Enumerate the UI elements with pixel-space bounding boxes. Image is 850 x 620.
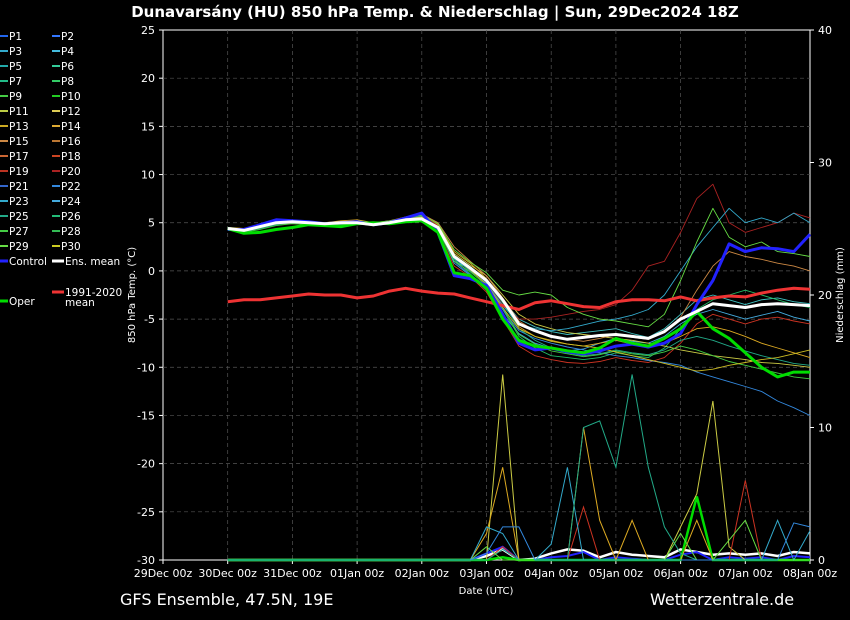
- legend-label-clim-2: mean: [65, 297, 95, 309]
- y2-tick-label: 10: [818, 422, 832, 435]
- legend-label: P14: [61, 121, 81, 133]
- legend-label: P23: [9, 196, 29, 208]
- x-tick-label: 06Jan 00z: [653, 567, 707, 580]
- legend-label: P7: [9, 76, 22, 88]
- footer-site: Wetterzentrale.de: [650, 590, 794, 609]
- y2-tick-label: 40: [818, 24, 832, 37]
- y-tick-label: 5: [148, 217, 155, 230]
- legend-label-clim: 1991-2020: [65, 287, 122, 299]
- y-tick-label: -10: [137, 361, 155, 374]
- legend-label: P8: [61, 76, 74, 88]
- y-tick-label: 0: [148, 265, 155, 278]
- y-tick-label: -5: [144, 313, 155, 326]
- precip-line: [227, 496, 810, 562]
- y-tick-label: -20: [137, 458, 155, 471]
- y-tick-label: 25: [141, 24, 155, 37]
- precipitation-series: [227, 374, 811, 562]
- y-tick-label: 15: [141, 120, 155, 133]
- legend-label: P16: [61, 136, 81, 148]
- legend-label: P15: [9, 136, 29, 148]
- x-tick-label: 02Jan 00z: [395, 567, 449, 580]
- legend-label: P28: [61, 226, 81, 238]
- y2-tick-label: 20: [818, 289, 832, 302]
- y2-tick-label: 0: [818, 554, 825, 567]
- x-axis-ticks: 29Dec 00z 30Dec 00z 31Dec 00z 01Jan 00z 02Ja…: [134, 560, 837, 580]
- x-tick-label: 03Jan 00z: [459, 567, 513, 580]
- legend-label: P11: [9, 106, 29, 118]
- legend-label: P4: [61, 46, 74, 58]
- y-tick-label: 10: [141, 169, 155, 182]
- legend-label-oper: Oper: [9, 296, 35, 308]
- temp-line-member: [227, 218, 811, 380]
- legend-label: P2: [61, 31, 74, 43]
- legend-label: P12: [61, 106, 81, 118]
- temp-line-control: [227, 211, 812, 356]
- precip-line: [227, 467, 811, 562]
- legend-label: P9: [9, 91, 22, 103]
- y2-axis-ticks: 40 30 20 10 0: [810, 24, 832, 567]
- legend-label: P18: [61, 151, 81, 163]
- y-tick-label: -15: [137, 409, 155, 422]
- legend-label: P17: [9, 151, 29, 163]
- x-tick-label: 04Jan 00z: [524, 567, 578, 580]
- x-tick-label: 05Jan 00z: [589, 567, 643, 580]
- legend-label: P10: [61, 91, 81, 103]
- temp-line-member: [227, 219, 811, 338]
- x-tick-label: 31Dec 00z: [263, 567, 322, 580]
- temp-line-member: [227, 217, 811, 416]
- x-tick-label: 08Jan 00z: [783, 567, 837, 580]
- y2-tick-label: 30: [818, 157, 832, 170]
- x-tick-label: 29Dec 00z: [134, 567, 193, 580]
- precip-line: [227, 427, 810, 562]
- legend-label: P30: [61, 241, 81, 253]
- precip-line: [227, 522, 811, 561]
- legend-label: P5: [9, 61, 22, 73]
- y-tick-label: 20: [141, 72, 155, 85]
- x-tick-label: 07Jan 00z: [718, 567, 772, 580]
- y-tick-label: -30: [137, 554, 155, 567]
- legend-label: P29: [9, 241, 29, 253]
- temp-line-oper: [227, 219, 810, 379]
- precip-line: [227, 374, 810, 561]
- legend-label: P21: [9, 181, 29, 193]
- temperature-series: [227, 183, 812, 416]
- legend-label: P20: [61, 166, 81, 178]
- legend-label: P27: [9, 226, 29, 238]
- legend-label: P19: [9, 166, 29, 178]
- chart-title: Dunavarsány (HU) 850 hPa Temp. & Nieders…: [131, 3, 739, 22]
- legend-label: P13: [9, 121, 29, 133]
- y-axis-ticks: 25 20 15 10 5 0 -5 -10 -15 -20 -25 -30: [137, 24, 163, 567]
- temp-line-clim: [227, 286, 811, 311]
- legend-label: P22: [61, 181, 81, 193]
- legend-label-control: Control: [9, 256, 47, 268]
- y2-axis-label: Niederschlag (mm): [835, 247, 846, 343]
- legend: P1 P2 P3 P4 P5 P6 P7 P8 P9 P10 P11 P12 P13 P14 P15 P16 P…: [0, 31, 122, 309]
- legend-label: P6: [61, 61, 74, 73]
- legend-label: P3: [9, 46, 22, 58]
- legend-label: P1: [9, 31, 22, 43]
- x-tick-label: 30Dec 00z: [198, 567, 257, 580]
- footer-model: GFS Ensemble, 47.5N, 19E: [120, 590, 333, 609]
- legend-label-mean: Ens. mean: [65, 256, 120, 268]
- temp-line-mean: [227, 217, 811, 341]
- y-axis-label: 850 hPa Temp. (°C): [127, 247, 138, 343]
- x-axis-label: Date (UTC): [459, 586, 514, 597]
- legend-label: P26: [61, 211, 81, 223]
- legend-label: P24: [61, 196, 81, 208]
- x-tick-label: 01Jan 00z: [330, 567, 384, 580]
- y-tick-label: -25: [137, 506, 155, 519]
- legend-label: P25: [9, 211, 29, 223]
- precip-line: [227, 374, 810, 561]
- temp-line-member: [227, 183, 811, 320]
